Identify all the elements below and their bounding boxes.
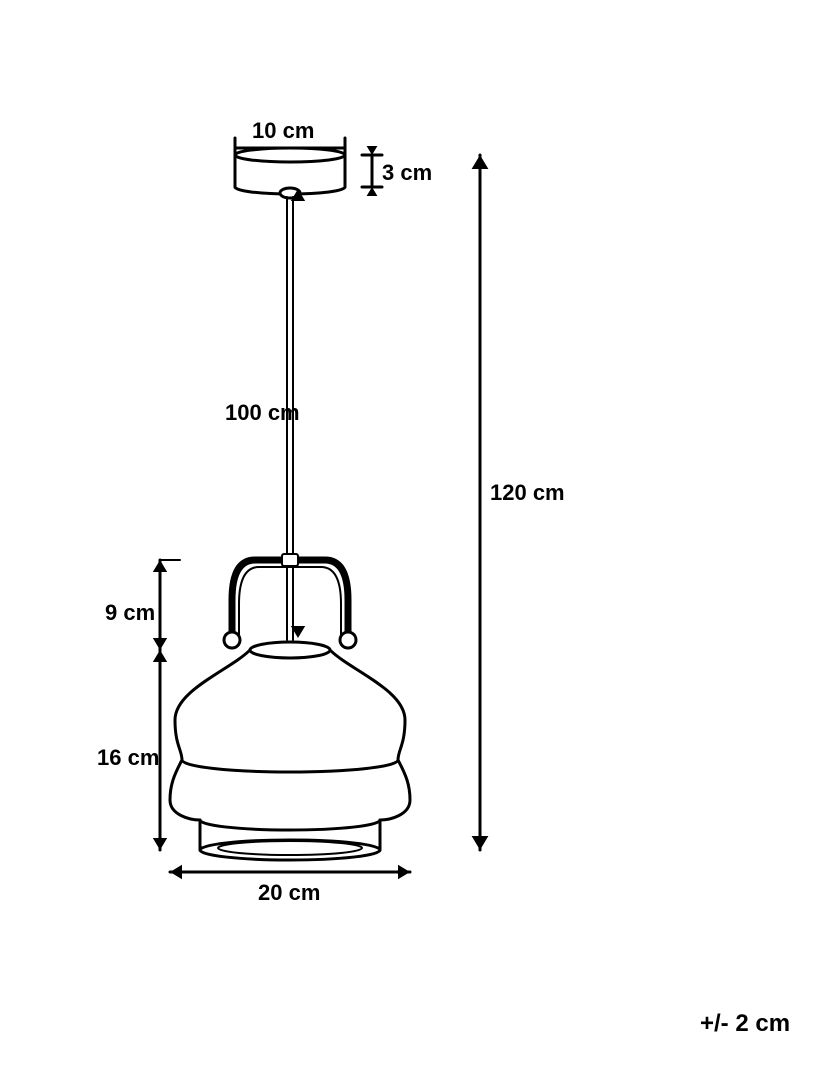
dim-cord-length: 100 cm (225, 400, 300, 426)
tolerance-note: +/- 2 cm (700, 1010, 790, 1038)
diagram-canvas: 10 cm 3 cm 100 cm 120 cm 9 cm 16 cm 20 c… (0, 0, 830, 1080)
dim-canopy-height: 3 cm (382, 160, 432, 186)
dim-shade-width: 20 cm (258, 880, 320, 906)
dim-canopy-width: 10 cm (252, 118, 314, 144)
dim-shade-height: 16 cm (97, 745, 159, 771)
dim-total-height: 120 cm (490, 480, 565, 506)
dim-bracket-height: 9 cm (105, 600, 155, 626)
